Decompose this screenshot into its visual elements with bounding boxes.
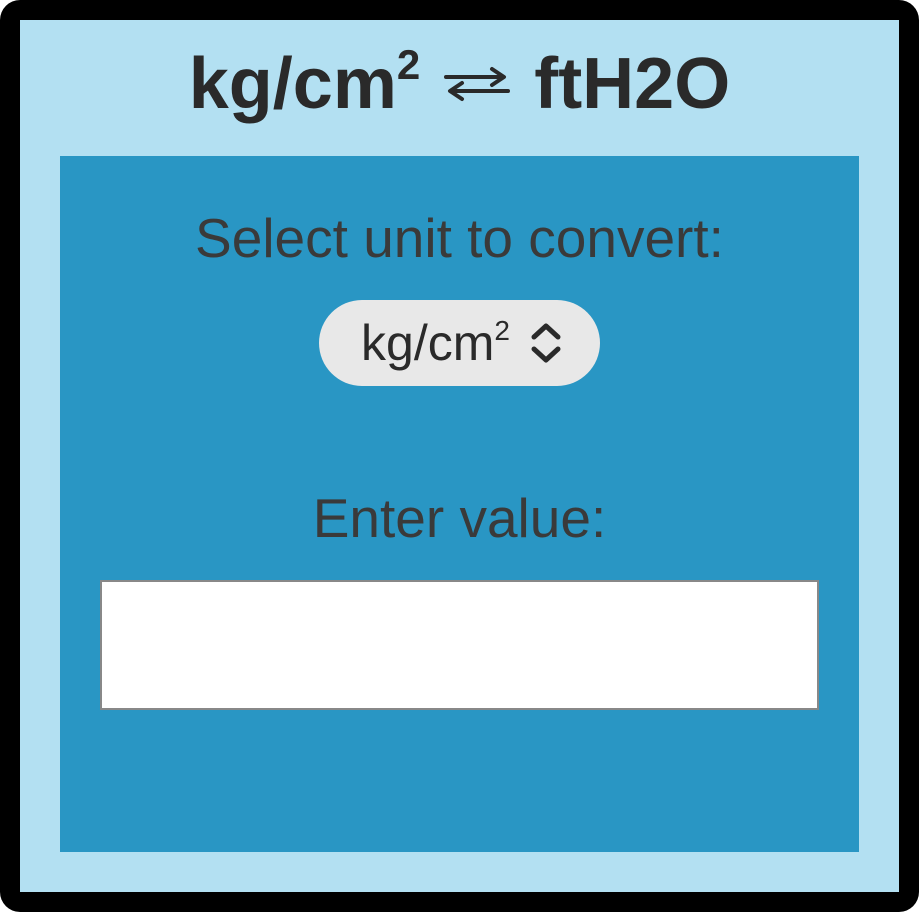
title-row: kg/cm2 ftH2O	[189, 20, 730, 156]
swap-icon	[442, 59, 512, 109]
select-chevrons-icon	[528, 321, 564, 365]
selected-unit: kg/cm2	[361, 318, 510, 368]
value-label: Enter value:	[313, 486, 607, 550]
unit-select[interactable]: kg/cm2	[319, 300, 600, 386]
outer-frame: kg/cm2 ftH2O Select unit to convert: kg/…	[0, 0, 919, 912]
title-left-unit: kg/cm2	[189, 48, 420, 120]
value-input[interactable]	[100, 580, 819, 710]
select-label: Select unit to convert:	[195, 206, 724, 270]
converter-panel: kg/cm2 ftH2O Select unit to convert: kg/…	[20, 20, 899, 892]
title-right-unit: ftH2O	[534, 48, 730, 120]
form-panel: Select unit to convert: kg/cm2 Enter val…	[60, 156, 859, 852]
